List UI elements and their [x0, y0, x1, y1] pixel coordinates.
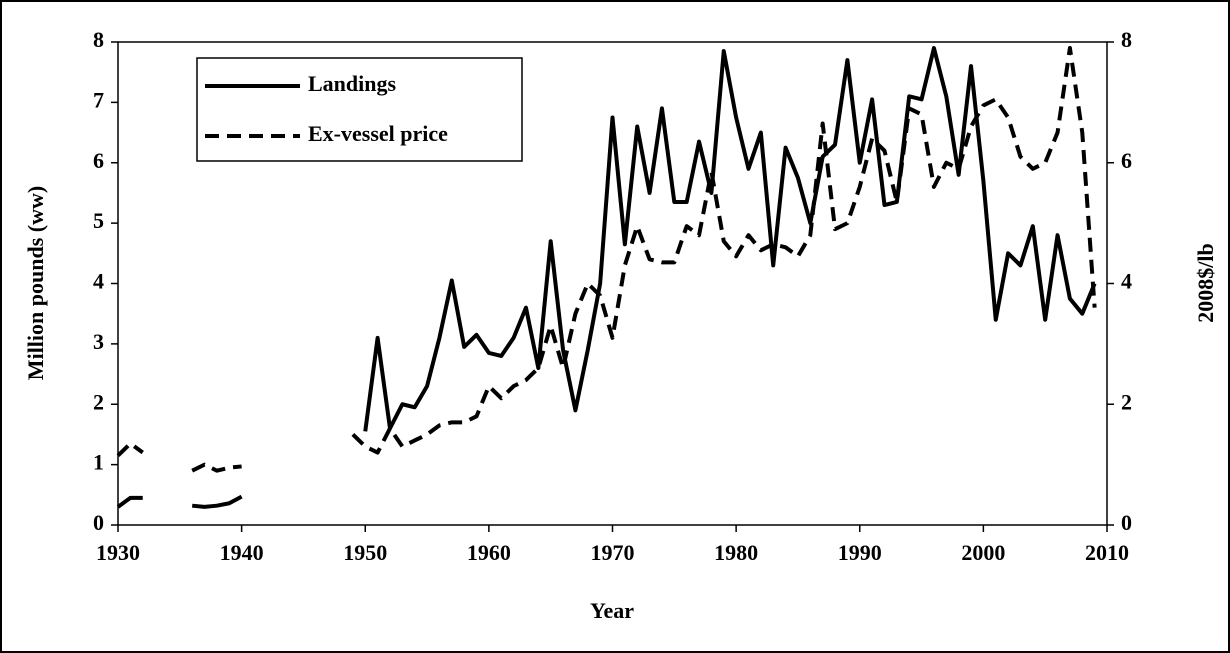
legend-label: Ex-vessel price [308, 121, 448, 146]
x-tick-label: 1980 [714, 540, 758, 565]
series-line [116, 46, 1097, 473]
y-axis-label: Million pounds (ww) [23, 186, 48, 380]
legend-label: Landings [308, 71, 396, 96]
y-tick-label: 7 [93, 87, 104, 112]
y-tick-label: 5 [93, 208, 104, 233]
y-tick-label: 6 [93, 148, 104, 173]
x-tick-label: 1950 [343, 540, 387, 565]
y2-tick-label: 2 [1121, 389, 1132, 414]
x-tick-label: 1960 [467, 540, 511, 565]
x-tick-label: 1970 [591, 540, 635, 565]
y-tick-label: 2 [93, 389, 104, 414]
y2-tick-label: 4 [1121, 269, 1132, 294]
x-axis-label: Year [590, 598, 634, 623]
series-line [116, 46, 1097, 509]
y-tick-label: 8 [93, 27, 104, 52]
x-tick-label: 1940 [220, 540, 264, 565]
y2-tick-label: 8 [1121, 27, 1132, 52]
y2-tick-label: 6 [1121, 148, 1132, 173]
x-tick-label: 1990 [838, 540, 882, 565]
y-tick-label: 3 [93, 329, 104, 354]
y-tick-label: 0 [93, 510, 104, 535]
y2-axis-label: 2008$/lb [1193, 243, 1218, 322]
x-tick-label: 2010 [1085, 540, 1129, 565]
x-tick-label: 2000 [961, 540, 1005, 565]
y-tick-label: 4 [93, 269, 104, 294]
y-tick-label: 1 [93, 450, 104, 475]
legend-box [196, 57, 523, 162]
y2-tick-label: 0 [1121, 510, 1132, 535]
x-tick-label: 1930 [96, 540, 140, 565]
